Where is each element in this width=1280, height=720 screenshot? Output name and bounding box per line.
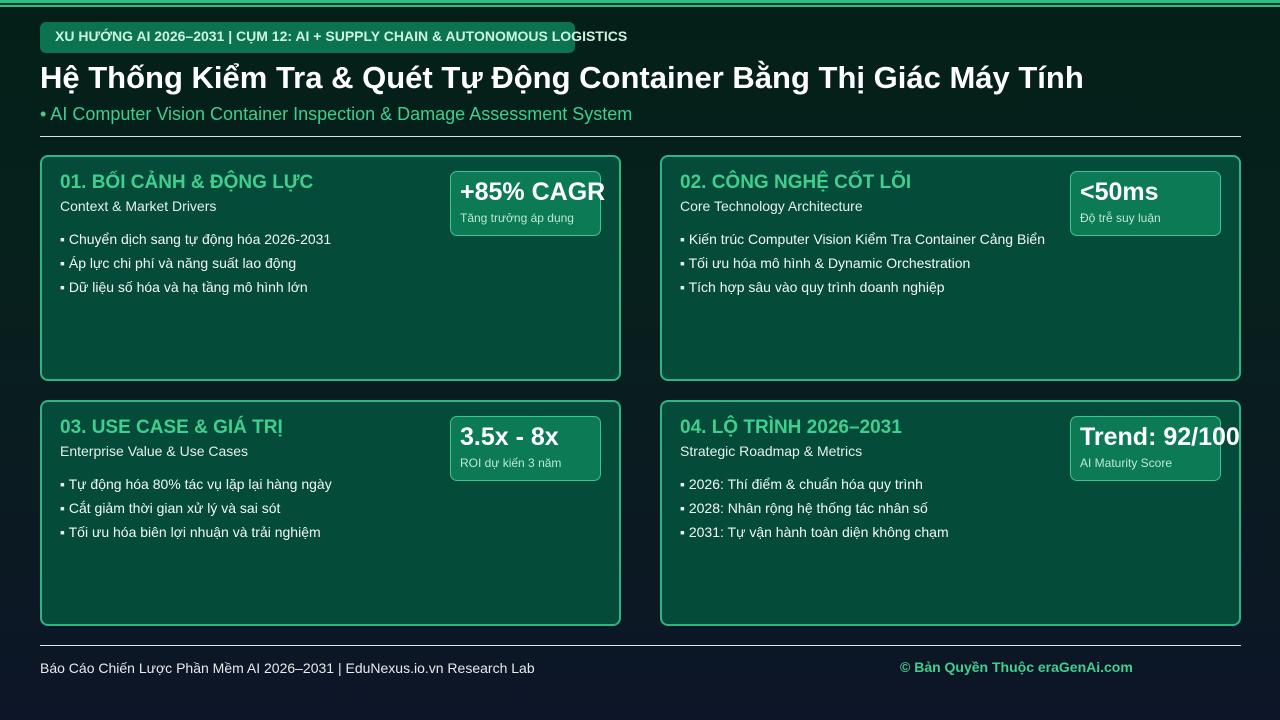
metric-value: +85% CAGR bbox=[460, 178, 606, 206]
category-tag: XU HƯỚNG AI 2026–2031 | CỤM 12: AI + SUP… bbox=[40, 22, 627, 53]
list-item: 2031: Tự vận hành toàn diện không chạm bbox=[680, 520, 949, 544]
card-title: 02. CÔNG NGHỆ CỐT LÕI bbox=[680, 172, 912, 193]
card-roadmap: 04. LỘ TRÌNH 2026–2031 Strategic Roadmap… bbox=[660, 400, 1241, 626]
footer-copyright: © Bản Quyền Thuộc eraGenAi.com bbox=[900, 659, 1133, 675]
list-item: Dữ liệu số hóa và hạ tầng mô hình lớn bbox=[60, 275, 331, 299]
metric-value: <50ms bbox=[1080, 178, 1159, 206]
list-item: 2028: Nhân rộng hệ thống tác nhân số bbox=[680, 496, 949, 520]
card-bullet-list: Chuyển dịch sang tự động hóa 2026-2031 Á… bbox=[60, 227, 331, 299]
card-bullet-list: Tự động hóa 80% tác vụ lặp lại hàng ngày… bbox=[60, 472, 332, 544]
list-item: 2026: Thí điểm & chuẩn hóa quy trình bbox=[680, 472, 949, 496]
footer-report-label: Báo Cáo Chiến Lược Phần Mềm AI 2026–2031… bbox=[40, 660, 535, 676]
list-item: Tích hợp sâu vào quy trình doanh nghiệp bbox=[680, 275, 1045, 299]
metric-value: 3.5x - 8x bbox=[460, 423, 559, 451]
card-context: 01. BỐI CẢNH & ĐỘNG LỰC Context & Market… bbox=[40, 155, 621, 381]
card-subtitle: Enterprise Value & Use Cases bbox=[60, 443, 249, 459]
metric-value: Trend: 92/100 bbox=[1080, 423, 1240, 451]
card-title: 04. LỘ TRÌNH 2026–2031 bbox=[680, 417, 902, 438]
page-subtitle: • AI Computer Vision Container Inspectio… bbox=[40, 104, 633, 124]
card-title: 01. BỐI CẢNH & ĐỘNG LỰC bbox=[60, 172, 314, 193]
list-item: Tự động hóa 80% tác vụ lặp lại hàng ngày bbox=[60, 472, 332, 496]
metric-badge: Trend: 92/100 AI Maturity Score bbox=[1070, 416, 1240, 481]
metric-label: Độ trễ suy luận bbox=[1080, 211, 1161, 225]
card-title: 03. USE CASE & GIÁ TRỊ bbox=[60, 417, 283, 438]
list-item: Tối ưu hóa biên lợi nhuận và trải nghiệm bbox=[60, 520, 332, 544]
page-title: Hệ Thống Kiểm Tra & Quét Tự Động Contain… bbox=[40, 60, 1084, 95]
metric-badge: +85% CAGR Tăng trưởng áp dụng bbox=[450, 171, 605, 236]
list-item: Áp lực chi phí và năng suất lao động bbox=[60, 251, 331, 275]
card-core-technology: 02. CÔNG NGHỆ CỐT LÕI Core Technology Ar… bbox=[660, 155, 1241, 381]
card-subtitle: Context & Market Drivers bbox=[60, 198, 217, 214]
card-subtitle: Strategic Roadmap & Metrics bbox=[680, 443, 863, 459]
metric-label: ROI dự kiến 3 năm bbox=[460, 456, 562, 470]
metric-label: AI Maturity Score bbox=[1080, 456, 1173, 470]
top-accent-bar bbox=[0, 0, 1280, 7]
list-item: Kiến trúc Computer Vision Kiểm Tra Conta… bbox=[680, 227, 1045, 251]
list-item: Cắt giảm thời gian xử lý và sai sót bbox=[60, 496, 332, 520]
header-divider bbox=[40, 136, 1241, 137]
card-bullet-list: 2026: Thí điểm & chuẩn hóa quy trình 202… bbox=[680, 472, 949, 544]
metric-label: Tăng trưởng áp dụng bbox=[460, 211, 574, 225]
list-item: Chuyển dịch sang tự động hóa 2026-2031 bbox=[60, 227, 331, 251]
card-subtitle: Core Technology Architecture bbox=[680, 198, 863, 214]
list-item: Tối ưu hóa mô hình & Dynamic Orchestrati… bbox=[680, 251, 1045, 275]
metric-badge: 3.5x - 8x ROI dự kiến 3 năm bbox=[450, 416, 601, 481]
footer-divider bbox=[40, 645, 1241, 646]
metric-badge: <50ms Độ trễ suy luận bbox=[1070, 171, 1221, 236]
card-use-case: 03. USE CASE & GIÁ TRỊ Enterprise Value … bbox=[40, 400, 621, 626]
card-bullet-list: Kiến trúc Computer Vision Kiểm Tra Conta… bbox=[680, 227, 1045, 299]
